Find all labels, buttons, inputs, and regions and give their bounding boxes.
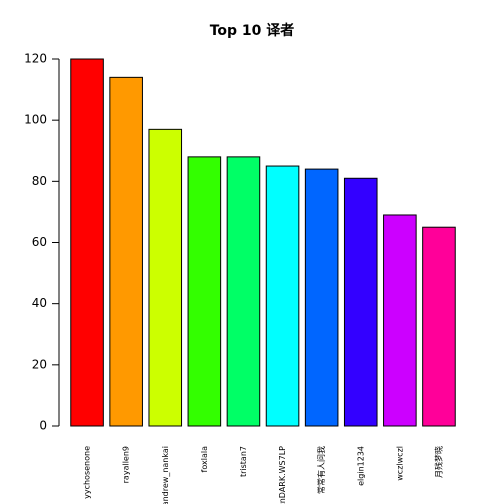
bar <box>304 168 339 427</box>
y-tick-label: 20 <box>32 357 47 371</box>
bar <box>265 165 300 427</box>
y-tick-label: 60 <box>32 235 47 249</box>
x-tick-label: rayallen9 <box>122 446 131 483</box>
bar <box>226 156 261 427</box>
bar <box>383 214 417 427</box>
x-tick-label: wczlwczl <box>395 446 404 481</box>
y-tick-label: 100 <box>24 113 47 127</box>
x-tick-label: foxlala <box>200 446 209 473</box>
x-tick-label: 常常有人问我 <box>316 446 326 494</box>
bar <box>70 58 104 427</box>
x-tick-label: cnDARK.WS7LP <box>278 446 287 504</box>
x-tick-label: tristan7 <box>239 446 248 477</box>
y-tick-label: 80 <box>32 174 47 188</box>
x-tick-label: 月残梦晓 <box>433 446 443 478</box>
y-tick-label: 120 <box>24 52 47 66</box>
bar <box>109 76 143 427</box>
x-tick-label: andrew_nankai <box>161 446 170 504</box>
bar <box>148 128 183 427</box>
bar <box>187 156 222 427</box>
bar <box>343 177 378 427</box>
y-tick-label: 40 <box>32 296 47 310</box>
x-tick-label: elgin1234 <box>356 446 365 486</box>
chart-title: Top 10 译者 <box>210 23 295 39</box>
bar <box>422 226 456 427</box>
x-tick-label: yychosenone <box>83 446 92 499</box>
y-tick-label: 0 <box>39 419 47 433</box>
